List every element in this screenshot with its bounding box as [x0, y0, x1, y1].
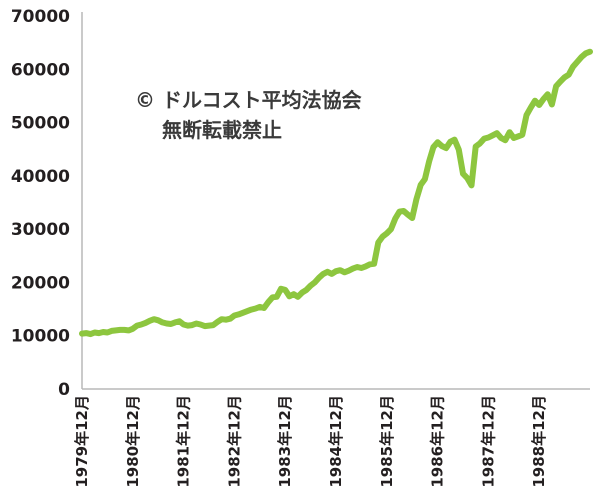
y-tick-label: 0: [58, 380, 70, 400]
x-tick-label: 1981年12月: [175, 395, 193, 488]
y-tick-label: 10000: [11, 327, 70, 347]
x-tick-label: 1982年12月: [225, 395, 243, 488]
x-tick-label: 1988年12月: [530, 395, 548, 488]
x-tick-label: 1979年12月: [73, 395, 91, 488]
x-tick-label: 1987年12月: [479, 395, 497, 488]
y-tick-label: 20000: [11, 273, 70, 293]
y-tick-label: 40000: [11, 167, 70, 187]
watermark-copyright: © ドルコスト平均法協会: [135, 88, 362, 112]
series-line: [79, 48, 593, 338]
x-axis-ticks: 1979年12月 1980年12月 1981年12月 1982年12月 1983年12月…: [73, 395, 548, 488]
y-tick-label: 50000: [11, 114, 70, 134]
x-tick-label: 1984年12月: [327, 395, 345, 488]
y-tick-label: 60000: [11, 60, 70, 80]
x-tick-label: 1985年12月: [378, 395, 396, 488]
y-tick-label: 70000: [11, 7, 70, 27]
y-axis-ticks: 0 10000 20000 30000 40000 50000 60000 70000: [11, 7, 70, 400]
x-tick-label: 1983年12月: [276, 395, 294, 488]
y-tick-label: 30000: [11, 220, 70, 240]
watermark-no-reprint: 無断転載禁止: [162, 118, 282, 142]
x-tick-label: 1986年12月: [429, 395, 447, 488]
x-tick-label: 1980年12月: [124, 395, 142, 488]
